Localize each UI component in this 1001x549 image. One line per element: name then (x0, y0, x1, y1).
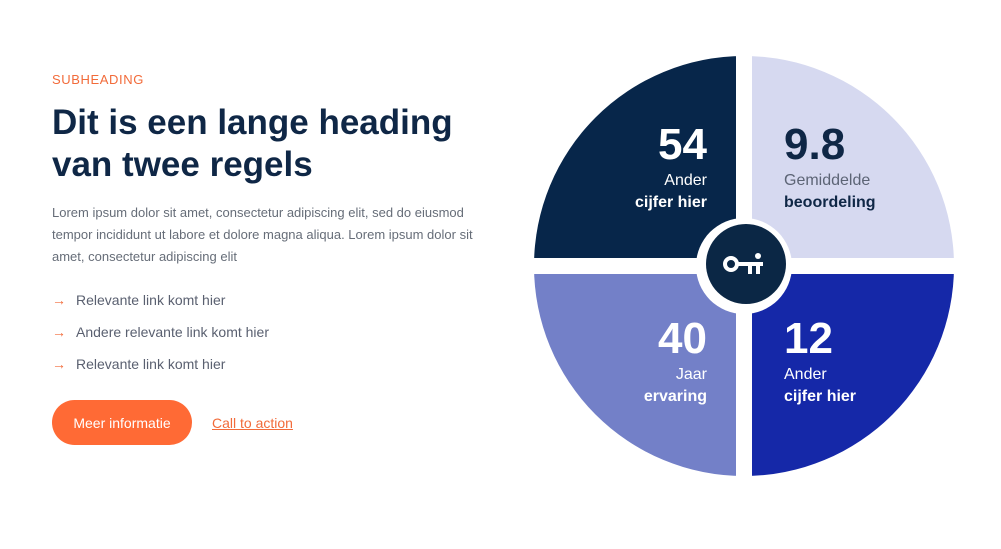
stat-number: 12 (784, 314, 833, 363)
link-label[interactable]: Relevante link komt hier (76, 356, 226, 372)
link-list: → Relevante link komt hier → Andere rele… (52, 284, 269, 380)
stat-top-right: 9.8 Gemiddelde beoordeling (784, 120, 954, 214)
stat-label-line2: beoordeling (784, 194, 876, 211)
link-item[interactable]: → Relevante link komt hier (52, 348, 269, 380)
stat-label-line1: Gemiddelde (784, 172, 871, 189)
center-badge (706, 224, 786, 304)
link-label[interactable]: Andere relevante link komt hier (76, 324, 269, 340)
stat-label-line2: cijfer hier (634, 194, 707, 211)
body-text: Lorem ipsum dolor sit amet, consectetur … (52, 205, 473, 264)
stat-label-line1: Ander (664, 172, 707, 189)
stat-number: 9.8 (784, 120, 846, 169)
link-item[interactable]: → Andere relevante link komt hier (52, 316, 269, 348)
stats-circle-graphic (534, 56, 954, 476)
key-icon (723, 253, 763, 274)
stat-label-line1: Jaar (675, 366, 707, 383)
stat-label-line2: ervaring (643, 388, 707, 405)
stat-number: 40 (658, 314, 707, 363)
call-to-action-link[interactable]: Call to action (212, 415, 293, 431)
stat-top-left: 54 Ander cijfer hier (537, 120, 707, 214)
stat-bottom-left: 40 Jaar ervaring (537, 314, 707, 408)
link-label[interactable]: Relevante link komt hier (76, 292, 226, 308)
arrow-right-icon: → (52, 324, 66, 340)
arrow-right-icon: → (52, 356, 66, 372)
stat-label-line2: cijfer hier (784, 388, 857, 405)
arrow-right-icon: → (52, 292, 66, 308)
stat-number: 54 (658, 120, 707, 169)
more-info-button[interactable]: Meer informatie (52, 400, 192, 445)
stat-label-line1: Ander (784, 366, 827, 383)
link-item[interactable]: → Relevante link komt hier (52, 284, 269, 316)
subheading: SUBHEADING (52, 72, 144, 87)
page-title: Dit is een lange heading van twee regels (52, 103, 453, 184)
stat-bottom-right: 12 Ander cijfer hier (784, 314, 954, 408)
